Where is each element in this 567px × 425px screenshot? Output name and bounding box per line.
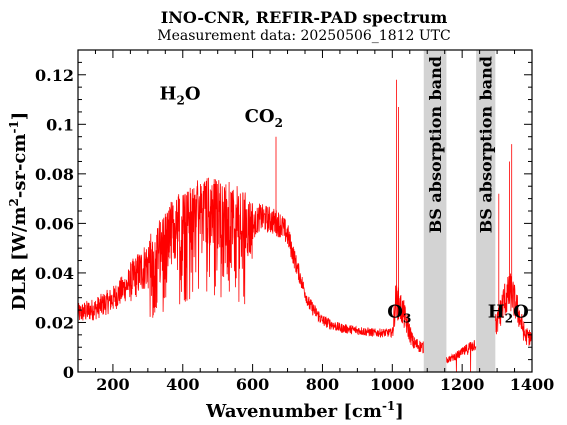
absorption-band-label-0: BS absorption band [426,56,445,233]
y-axis-label: DLR [W/m2-sr-cm-1] [7,112,30,311]
absorption-band-1 [476,50,496,372]
x-axis-ticks: 200 400 600 800 1000 1200 1400 [77,50,555,394]
x-tick-label: 400 [166,375,199,394]
x-tick-label: 200 [96,375,129,394]
absorption-band-label-1: BS absorption band [477,56,496,233]
annotation-label: H2O [488,302,529,326]
y-tick-label: 0.04 [35,264,74,283]
x-tick-label: 1000 [370,375,415,394]
y-tick-label: 0.08 [35,165,74,184]
x-tick-label: 1200 [440,375,485,394]
y-axis-ticks: 0 0.02 0.04 0.06 0.08 0.1 0.12 [35,49,532,382]
absorption-band-0 [423,50,447,372]
x-axis-label: Wavenumber [cm-1] [205,399,404,422]
chart-subtitle: Measurement data: 20250506_1812 UTC [157,28,450,44]
y-tick-label: 0.02 [35,313,74,332]
chart-title: INO-CNR, REFIR-PAD spectrum [161,8,448,27]
spectrum-series [77,79,533,373]
x-tick-label: 1400 [510,375,555,394]
annotation-label: CO2 [245,106,283,130]
annotation-label: H2O [159,84,200,108]
y-tick-label: 0 [63,363,74,382]
y-tick-label: 0.1 [46,115,74,134]
plot-frame [77,49,533,373]
absorption-bands: BS absorption band BS absorption band [423,50,496,372]
spectrum-line [77,79,533,373]
annotation-label: O3 [387,302,411,326]
y-tick-label: 0.12 [35,66,74,85]
y-tick-label: 0.06 [35,214,74,233]
x-tick-label: 800 [306,375,339,394]
x-tick-label: 600 [236,375,269,394]
annotations: H2O CO2 O3 H2O [159,84,528,326]
